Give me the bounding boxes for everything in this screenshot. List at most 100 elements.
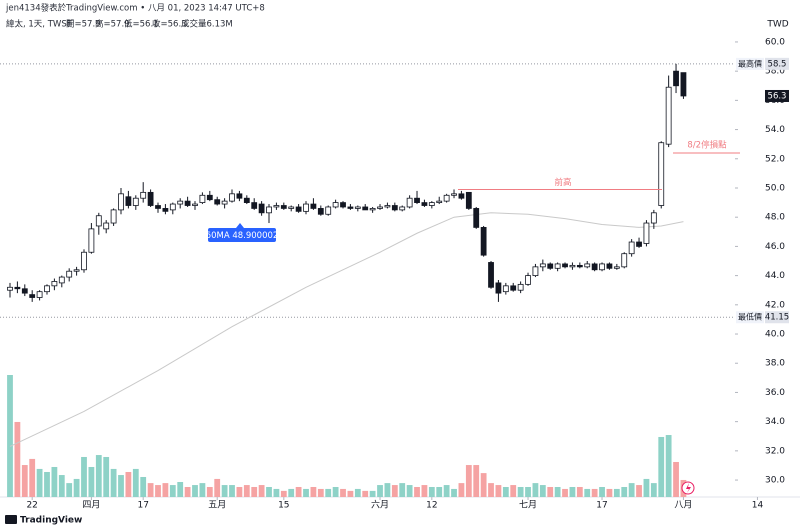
- ma-label-box: [208, 228, 276, 242]
- x-tick-label: 14: [752, 501, 764, 511]
- volume-bar: [673, 461, 679, 497]
- volume-bar: [103, 456, 110, 497]
- footer-logo: TradingView: [20, 516, 82, 526]
- candle-body: [155, 205, 161, 209]
- header-line: jen4134發表於TradingView.com • 八月 01, 2023 …: [5, 3, 265, 14]
- candle-body: [665, 86, 672, 145]
- candle-body: [369, 208, 376, 211]
- candle-body: [221, 200, 228, 205]
- candle-body: [414, 197, 420, 203]
- candle-body: [192, 203, 198, 206]
- volume-bar: [576, 486, 583, 497]
- y-tick-label: 32.0: [765, 446, 785, 456]
- candle-body: [354, 206, 361, 209]
- ma-line: [9, 212, 684, 447]
- volume-bar: [36, 468, 43, 497]
- volume-bar: [658, 436, 665, 497]
- candle-body: [584, 263, 591, 268]
- currency: TWD: [766, 20, 788, 30]
- candle-body: [140, 191, 147, 199]
- candle-body: [547, 263, 554, 269]
- volume-bar: [502, 486, 509, 497]
- lowest-value-box: [765, 311, 789, 324]
- volume-bar: [177, 481, 184, 497]
- volume-bar: [554, 486, 561, 497]
- volume-bar: [665, 435, 672, 497]
- candle-body: [458, 193, 465, 199]
- y-tick-label: 36.0: [765, 388, 785, 398]
- candle-body: [539, 263, 546, 268]
- volume-bar: [458, 483, 465, 497]
- volume-bar: [473, 465, 480, 497]
- lowest-value: 41.15: [765, 313, 789, 323]
- volume-bar: [332, 486, 339, 497]
- volume-bar: [132, 468, 139, 497]
- candle-body: [177, 200, 184, 205]
- volume-bar: [192, 485, 198, 497]
- highest-label-box: [736, 57, 764, 70]
- candle-body: [554, 263, 561, 269]
- volume-bar: [517, 486, 524, 497]
- volume-bar: [258, 485, 265, 497]
- x-tick-label: 17: [137, 501, 148, 511]
- candle-body: [21, 288, 28, 294]
- volume-bar: [465, 465, 472, 497]
- candle-body: [81, 251, 87, 271]
- volume-bar: [628, 483, 635, 497]
- candle-body: [591, 263, 598, 271]
- candle-body: [288, 206, 295, 209]
- candle-body: [169, 203, 176, 211]
- volume-bar: [303, 488, 309, 497]
- ma-label-pointer: [236, 223, 244, 228]
- volume-bar: [406, 485, 413, 497]
- lowest-label-box: [736, 311, 764, 324]
- volume-bar: [354, 488, 361, 497]
- volume-bar: [428, 486, 435, 497]
- volume-bar: [51, 466, 58, 497]
- candle-body: [51, 281, 58, 287]
- candle-body: [66, 270, 73, 278]
- highest-label: 最高價: [738, 58, 762, 68]
- annotation-label: 前高: [554, 177, 571, 188]
- candle-body: [636, 241, 642, 247]
- candle-body: [399, 206, 406, 211]
- y-tick-label: 46.0: [765, 242, 785, 252]
- candle-body: [480, 227, 487, 256]
- candle-body: [229, 193, 235, 202]
- volume-bar: [184, 486, 191, 497]
- x-tick-label: 七月: [519, 500, 537, 511]
- volume-bar: [162, 483, 169, 497]
- candle-body: [325, 206, 332, 215]
- candle-body: [162, 208, 169, 212]
- volume-bar: [199, 483, 206, 497]
- last-price: 56.3: [768, 91, 787, 101]
- candle-body: [266, 206, 272, 214]
- y-tick-label: 58.0: [765, 67, 785, 77]
- last-price-box: [765, 89, 789, 102]
- candle-body: [562, 263, 568, 268]
- ohlc-field: 開=57.9: [66, 20, 101, 30]
- volume-bar: [451, 488, 457, 497]
- volume-bar: [29, 458, 36, 497]
- volume-bar: [377, 485, 383, 497]
- candle-body: [103, 222, 110, 230]
- y-tick-label: 30.0: [765, 476, 785, 486]
- volume-bar: [584, 488, 591, 497]
- candle-body: [29, 294, 36, 298]
- y-tick-label: 50.0: [765, 183, 785, 193]
- ma-label: 60MA 48.900002: [206, 231, 279, 241]
- volume-bar: [147, 483, 154, 497]
- x-tick-label: 12: [426, 501, 437, 511]
- volume-bar: [7, 375, 13, 497]
- volume-bar: [591, 488, 598, 497]
- candle-body: [510, 285, 517, 291]
- volume-bar: [325, 488, 332, 497]
- candle-body: [451, 193, 457, 196]
- candle-body: [206, 194, 213, 201]
- volume-bar: [155, 485, 161, 497]
- volume-bar: [310, 486, 317, 497]
- volume-bar: [266, 486, 272, 497]
- candle-body: [502, 285, 509, 293]
- candle-body: [184, 200, 191, 206]
